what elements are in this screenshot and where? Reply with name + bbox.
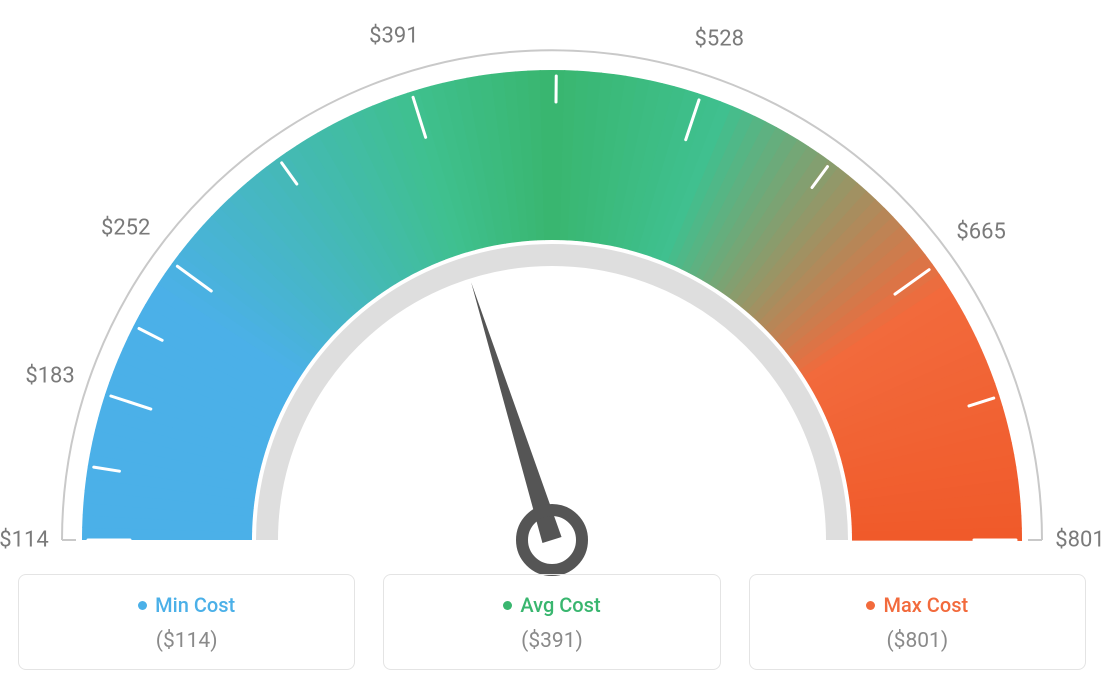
gauge-tick-label: $114: [0, 528, 49, 553]
dot-icon: [866, 601, 875, 610]
gauge-tick-label: $183: [25, 364, 74, 389]
legend-label: Avg Cost: [520, 593, 600, 617]
legend-title-max: Max Cost: [866, 593, 968, 617]
dot-icon: [138, 601, 147, 610]
legend-title-avg: Avg Cost: [503, 593, 600, 617]
gauge-chart: $114 $183 $252 $391 $528 $665 $801: [0, 0, 1104, 560]
legend-label: Min Cost: [155, 593, 235, 617]
legend-label: Max Cost: [883, 593, 968, 617]
legend-value-min: ($114): [29, 629, 344, 653]
legend-value-max: ($801): [760, 629, 1075, 653]
gauge-tick-label: $391: [369, 24, 418, 49]
gauge-tick-label: $528: [695, 27, 744, 52]
legend-title-min: Min Cost: [138, 593, 235, 617]
legend-card-avg: Avg Cost ($391): [383, 574, 720, 670]
gauge-tick-label: $801: [1055, 528, 1104, 553]
gauge-tick-label: $252: [101, 216, 150, 241]
legend-value-avg: ($391): [394, 629, 709, 653]
gauge-tick-label: $665: [956, 220, 1005, 245]
legend-row: Min Cost ($114) Avg Cost ($391) Max Cost…: [0, 574, 1104, 670]
legend-card-max: Max Cost ($801): [749, 574, 1086, 670]
dot-icon: [503, 601, 512, 610]
legend-card-min: Min Cost ($114): [18, 574, 355, 670]
gauge-svg: [0, 30, 1104, 590]
